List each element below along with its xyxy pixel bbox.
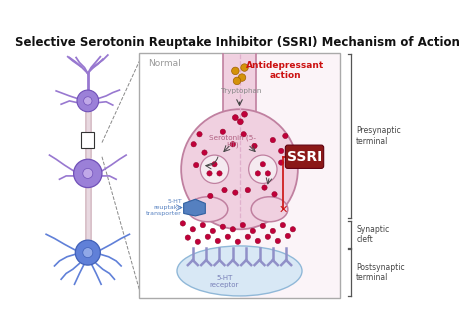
Circle shape [220,224,226,229]
Text: Presynaptic
terminal: Presynaptic terminal [356,126,401,146]
Circle shape [272,192,277,197]
Circle shape [262,185,267,190]
Bar [223,54,256,111]
Circle shape [235,239,240,244]
Ellipse shape [77,90,99,112]
Text: ✕: ✕ [278,205,288,215]
Circle shape [283,133,288,139]
Circle shape [275,238,281,244]
Circle shape [205,234,210,239]
Ellipse shape [249,155,277,183]
Circle shape [212,162,217,167]
Circle shape [208,193,213,199]
FancyBboxPatch shape [285,145,324,168]
Circle shape [83,248,93,258]
Ellipse shape [181,109,298,229]
Circle shape [191,142,196,147]
Circle shape [265,171,271,176]
Circle shape [232,115,238,120]
Circle shape [185,235,191,240]
Circle shape [245,234,250,239]
Bar [239,53,339,299]
Circle shape [225,234,230,239]
Circle shape [207,171,212,176]
Circle shape [250,228,255,234]
Circle shape [83,168,93,178]
Circle shape [180,221,185,226]
Text: Normal: Normal [148,59,181,68]
Circle shape [290,227,295,232]
Circle shape [255,171,261,176]
Ellipse shape [73,159,102,188]
Circle shape [242,111,247,117]
Circle shape [193,163,199,168]
Circle shape [280,222,285,228]
Ellipse shape [75,240,100,265]
Circle shape [265,234,271,239]
Text: Postsynaptic
terminal: Postsynaptic terminal [356,263,405,282]
Circle shape [83,97,92,105]
Circle shape [270,228,275,234]
Text: Synaptic
cleft: Synaptic cleft [356,224,390,244]
Text: 5-HT
reuptake
transporter: 5-HT reuptake transporter [146,199,182,216]
Circle shape [210,228,216,234]
Polygon shape [183,199,205,216]
Circle shape [233,190,238,195]
Text: 5-HT
receptor: 5-HT receptor [210,275,239,288]
Circle shape [241,64,248,71]
Circle shape [270,137,275,143]
Ellipse shape [188,197,228,222]
Text: Serotonin (5-
HT): Serotonin (5- HT) [210,134,256,148]
Circle shape [200,222,206,228]
Circle shape [240,222,246,228]
Circle shape [279,160,284,165]
Circle shape [260,223,265,229]
Circle shape [217,171,222,176]
Circle shape [241,132,246,137]
Circle shape [260,162,265,167]
Text: Selective Serotonin Reuptake Inhibitor (SSRI) Mechanism of Action: Selective Serotonin Reuptake Inhibitor (… [15,36,459,49]
Circle shape [197,132,202,137]
Circle shape [202,150,207,155]
Text: SSRI: SSRI [287,150,322,164]
Circle shape [195,239,201,244]
Circle shape [232,67,239,75]
Circle shape [215,238,220,244]
Circle shape [233,77,241,85]
Circle shape [245,187,250,193]
Bar [139,53,339,299]
Circle shape [255,238,261,244]
Circle shape [238,74,246,81]
Circle shape [285,233,291,239]
Ellipse shape [201,155,228,183]
Circle shape [230,142,236,147]
Circle shape [252,143,257,149]
Ellipse shape [177,246,302,296]
Bar [81,132,94,148]
Circle shape [237,119,243,125]
Ellipse shape [251,197,288,222]
Bar [139,53,339,299]
Circle shape [279,148,284,154]
Circle shape [190,227,195,232]
Circle shape [222,187,227,193]
Circle shape [220,129,226,134]
Circle shape [230,227,236,232]
Text: Antidepressant
action: Antidepressant action [246,61,325,80]
Text: Tryptophan: Tryptophan [221,88,261,94]
